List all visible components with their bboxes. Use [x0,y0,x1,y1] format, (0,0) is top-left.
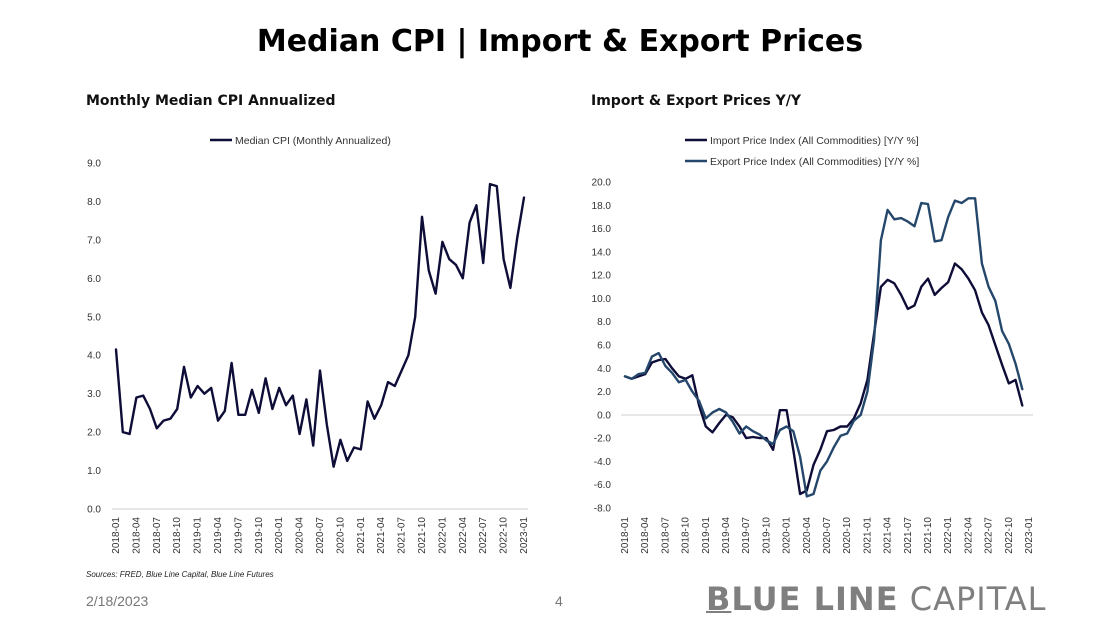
x-tick-label: 2021-10 [417,517,428,554]
x-tick-label: 2019-04 [721,517,732,554]
y-tick-label: -6.0 [594,480,612,491]
x-tick-label: 2020-01 [782,517,793,554]
y-tick-label: 16.0 [592,224,612,235]
x-tick-label: 2018-07 [660,517,671,554]
y-tick-label: 0.0 [597,410,611,421]
x-tick-label: 2018-10 [172,517,183,554]
x-tick-label: 2020-07 [315,517,326,554]
x-tick-label: 2021-04 [376,517,387,554]
x-tick-label: 2022-04 [458,517,469,554]
y-tick-label: 2.0 [597,387,611,398]
y-tick-label: 18.0 [592,201,612,212]
series-line-1 [114,182,526,468]
x-tick-label: 2019-10 [254,517,265,554]
y-tick-label: 6.0 [597,341,611,352]
series-line-2 [623,197,1024,498]
x-tick-label: 2019-04 [213,517,224,554]
x-tick-label: 2019-01 [193,517,204,554]
y-tick-label: -8.0 [594,504,612,515]
y-tick-label: 8.0 [87,197,101,208]
y-tick-label: -4.0 [594,457,612,468]
x-tick-label: 2021-07 [903,517,914,554]
x-tick-label: 2023-01 [1024,517,1035,554]
x-tick-label: 2021-07 [397,517,408,554]
y-tick-label: 1.0 [87,466,101,477]
y-tick-label: 14.0 [592,247,612,258]
x-tick-label: 2021-10 [923,517,934,554]
y-tick-label: 6.0 [87,274,101,285]
legend-label: Export Price Index (All Commodities) [Y/… [710,156,919,168]
y-tick-label: 4.0 [597,364,611,375]
x-tick-label: 2020-01 [274,517,285,554]
x-tick-label: 2022-07 [984,517,995,554]
x-tick-label: 2020-10 [842,517,853,554]
logo-rest-text: CAPITAL [898,580,1047,618]
x-tick-label: 2021-01 [356,517,367,554]
x-tick-label: 2021-01 [862,517,873,554]
y-tick-label: 20.0 [592,178,612,189]
y-tick-label: 10.0 [592,294,612,305]
sources-note: Sources: FRED, Blue Line Capital, Blue L… [86,570,274,579]
x-tick-label: 2020-04 [295,517,306,554]
left-chart-title: Monthly Median CPI Annualized [86,93,336,109]
y-tick-label: 8.0 [597,317,611,328]
y-tick-label: 3.0 [87,389,101,400]
y-tick-label: 12.0 [592,271,612,282]
y-tick-label: 5.0 [87,312,101,323]
x-tick-label: 2018-04 [640,517,651,554]
y-tick-label: -2.0 [594,434,612,445]
median-cpi-chart: 0.0 1.0 2.0 3.0 4.0 5.0 6.0 7.0 8.0 9.0 2018-01 201… [87,135,530,554]
x-tick-label: 2018-04 [131,517,142,554]
x-tick-label: 2021-04 [883,517,894,554]
series-line-1 [623,262,1024,496]
x-tick-label: 2022-01 [943,517,954,554]
x-tick-label: 2019-07 [741,517,752,554]
x-tick-label: 2022-10 [1004,517,1015,554]
right-chart-title: Import & Export Prices Y/Y [591,93,802,109]
page-number: 4 [555,593,563,609]
x-tick-label: 2022-04 [963,517,974,554]
x-tick-label: 2022-01 [437,517,448,554]
y-tick-label: 4.0 [87,351,101,362]
x-tick-label: 2020-07 [822,517,833,554]
x-tick-label: 2018-01 [111,517,122,554]
x-tick-label: 2019-01 [701,517,712,554]
x-tick-label: 2019-07 [233,517,244,554]
x-tick-label: 2020-04 [802,517,813,554]
x-tick-label: 2022-07 [478,517,489,554]
footer-date: 2/18/2023 [86,593,149,609]
x-tick-label: 2022-10 [499,517,510,554]
y-tick-label: 0.0 [87,505,101,516]
legend-label: Import Price Index (All Commodities) [Y/… [710,135,919,147]
x-tick-label: 2018-07 [152,517,163,554]
x-tick-label: 2018-01 [620,517,631,554]
page-title: Median CPI | Import & Export Prices [256,24,864,59]
x-tick-label: 2018-10 [681,517,692,554]
blue-line-capital-logo: BLUE LINE CAPITAL [706,580,1046,618]
logo-initial: B [706,580,732,618]
legend-label: Median CPI (Monthly Annualized) [235,135,391,147]
x-tick-label: 2023-01 [519,517,530,554]
logo-bold-text: LUE LINE [731,580,899,618]
y-tick-label: 7.0 [87,235,101,246]
y-tick-label: 2.0 [87,428,101,439]
x-tick-label: 2020-10 [335,517,346,554]
y-tick-label: 9.0 [87,159,101,170]
x-tick-label: 2019-10 [761,517,772,554]
